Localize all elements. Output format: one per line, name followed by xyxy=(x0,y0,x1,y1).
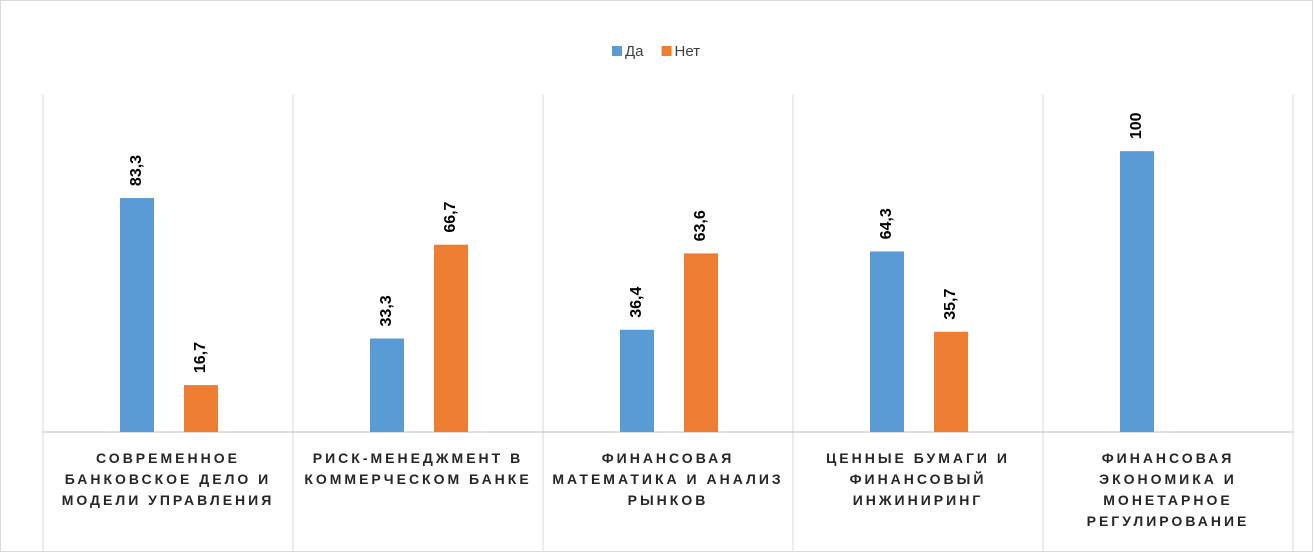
bar xyxy=(870,251,904,432)
value-label: 33,3 xyxy=(378,295,395,326)
value-label: 16,7 xyxy=(192,342,209,373)
legend-swatch xyxy=(612,46,622,56)
x-tick-label: СОВРЕМЕННОЕ БАНКОВСКОЕ ДЕЛО И МОДЕЛИ УПР… xyxy=(61,450,275,508)
bar xyxy=(184,385,218,432)
value-label: 66,7 xyxy=(442,201,459,232)
value-label: 100 xyxy=(1128,112,1145,139)
bar xyxy=(120,198,154,432)
value-label: 64,3 xyxy=(878,208,895,239)
x-tick-label: ФИНАНСОВАЯ МАТЕМАТИКА И АНАЛИЗ РЫНКОВ xyxy=(552,450,784,508)
bar xyxy=(1120,151,1154,432)
bar xyxy=(620,329,654,432)
legend-label: Да xyxy=(625,43,644,60)
value-label: 35,7 xyxy=(942,289,959,320)
x-tick-label: ФИНАНСОВАЯ ЭКОНОМИКА И МОНЕТАРНОЕ РЕГУЛИ… xyxy=(1086,450,1250,529)
bar xyxy=(934,331,968,432)
value-label: 36,4 xyxy=(628,287,645,318)
legend-label: Нет xyxy=(675,43,701,60)
legend-swatch xyxy=(661,46,672,56)
bar xyxy=(370,338,404,432)
x-tick-label: РИСК-МЕНЕДЖМЕНТ В КОММЕРЧЕСКОМ БАНКЕ xyxy=(304,450,532,487)
value-label: 63,6 xyxy=(692,210,709,241)
bar xyxy=(434,244,468,432)
x-tick-label: ЦЕННЫЕ БУМАГИ И ФИНАНСОВЫЙ ИНЖИНИРИНГ xyxy=(826,450,1010,508)
value-label: 83,3 xyxy=(128,155,145,186)
bar xyxy=(684,253,718,432)
